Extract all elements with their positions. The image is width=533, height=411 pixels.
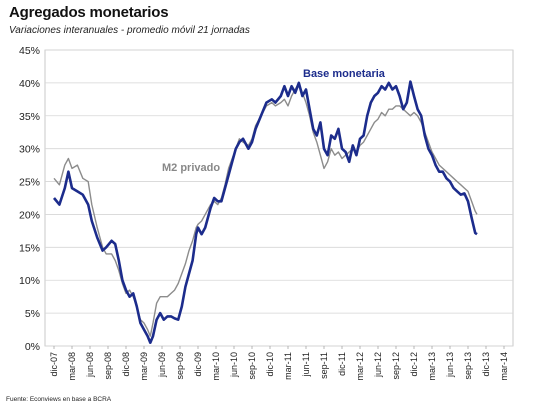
y-tick-label: 0% <box>25 341 40 353</box>
series-lines <box>52 80 478 344</box>
x-axis-ticks: dic-07 mar-08 jun-08 sep-08 dic-08 mar-09 jun-… <box>49 346 509 381</box>
x-tick-label: jun-12 <box>373 352 383 378</box>
x-tick-label: jun-11 <box>301 352 311 377</box>
x-tick-label: mar-11 <box>283 352 293 380</box>
label-base-monetaria: Base monetaria <box>303 68 386 80</box>
label-m2-privado: M2 privado <box>162 162 220 174</box>
x-tick-label: dic-10 <box>265 352 275 377</box>
x-tick-label: sep-08 <box>103 352 113 380</box>
x-tick-label: jun-09 <box>157 352 167 378</box>
x-tick-label: sep-09 <box>175 352 185 380</box>
x-tick-label: sep-10 <box>247 352 257 380</box>
series-line-base-monetaria <box>52 80 478 344</box>
x-tick-label: jun-10 <box>229 352 239 378</box>
y-tick-label: 45% <box>19 45 40 57</box>
x-tick-label: dic-07 <box>49 352 59 377</box>
gridlines <box>45 49 513 347</box>
x-tick-label: jun-08 <box>85 352 95 378</box>
source-note: Fuente: Econviews en base a BCRA <box>6 396 112 403</box>
x-tick-label: jun-13 <box>445 352 455 378</box>
chart-title: Agregados monetarios <box>9 4 169 21</box>
y-tick-label: 15% <box>19 242 40 254</box>
chart-subtitle: Variaciones interanuales - promedio móvi… <box>9 25 250 36</box>
x-tick-label: mar-10 <box>211 352 221 381</box>
x-tick-label: mar-13 <box>427 352 437 381</box>
x-tick-label: dic-08 <box>121 352 131 377</box>
x-tick-label: dic-09 <box>193 352 203 377</box>
x-tick-label: sep-12 <box>391 352 401 380</box>
plot-area <box>44 49 514 347</box>
y-tick-label: 25% <box>19 177 40 189</box>
x-tick-label: sep-11 <box>319 352 329 379</box>
y-tick-label: 30% <box>19 144 40 156</box>
x-tick-label: mar-08 <box>67 352 77 381</box>
y-tick-label: 5% <box>25 308 40 320</box>
x-tick-label: dic-13 <box>481 352 491 377</box>
x-tick-label: mar-12 <box>355 352 365 381</box>
y-tick-label: 20% <box>19 209 40 221</box>
x-tick-label: sep-13 <box>463 352 473 380</box>
y-tick-label: 40% <box>19 78 40 90</box>
y-axis-ticks: 0% 5% 10% 15% 20% 25% 30% 35% 40% 45% <box>19 45 40 353</box>
y-tick-label: 10% <box>19 275 40 287</box>
y-tick-label: 35% <box>19 111 40 123</box>
x-tick-label: dic-11 <box>337 352 347 376</box>
x-tick-label: mar-09 <box>139 352 149 381</box>
x-tick-label: dic-12 <box>409 352 419 377</box>
x-tick-label: mar-14 <box>499 352 509 381</box>
